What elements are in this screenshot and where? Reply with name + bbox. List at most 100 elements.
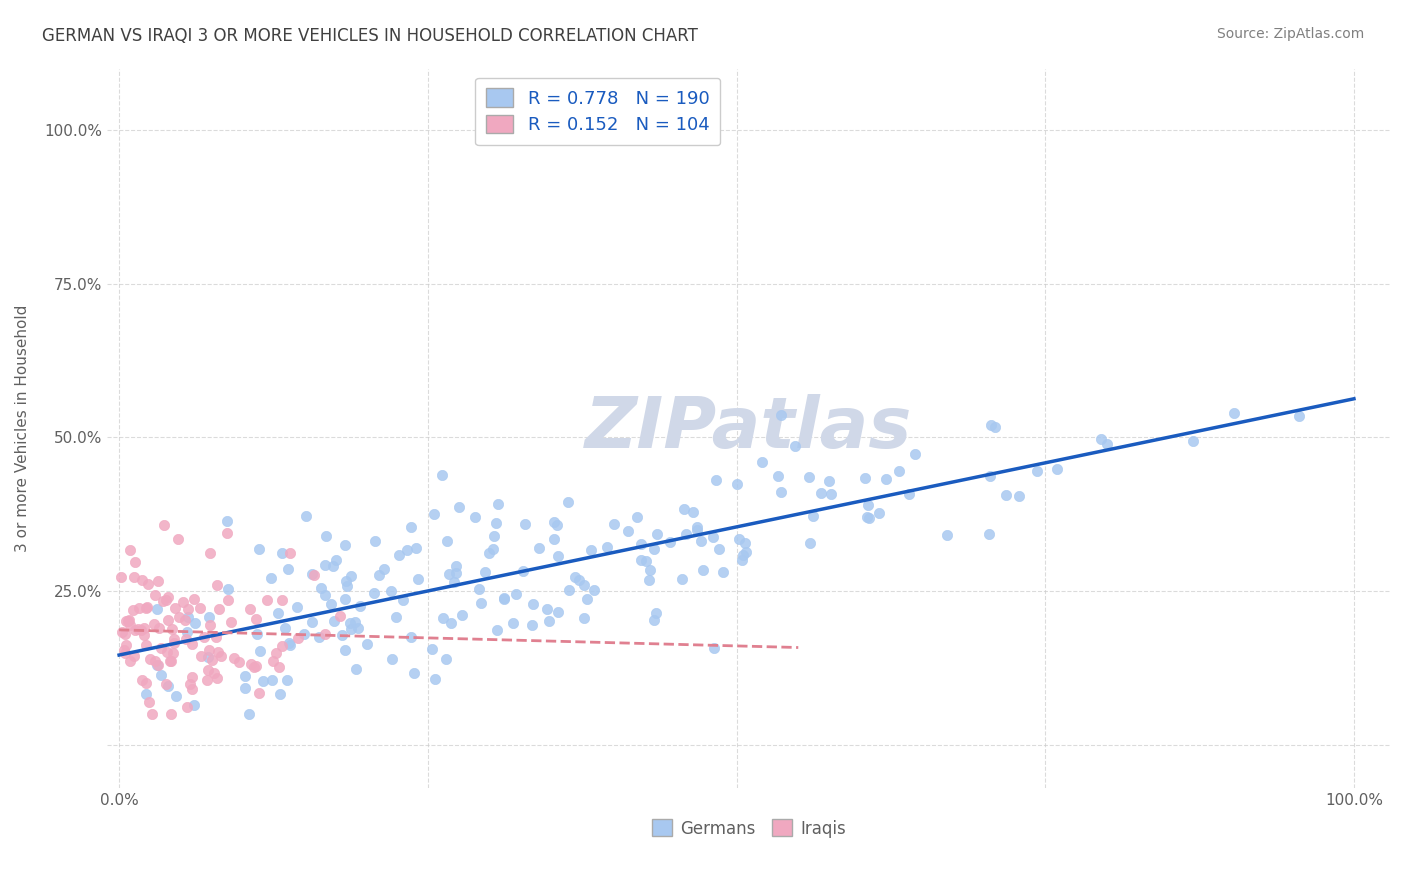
Point (239, 602, 262, 616)
Point (434, 652, 457, 666)
Point (707, 541, 730, 556)
Point (262, 673, 284, 687)
Point (810, 486, 832, 500)
Point (277, 562, 299, 576)
Point (423, 508, 446, 522)
Point (449, 500, 471, 514)
Point (200, 618, 222, 632)
Point (346, 621, 368, 635)
Point (280, 638, 302, 652)
Point (420, 641, 443, 656)
Point (135, 638, 157, 652)
Point (979, 468, 1001, 483)
Point (339, 615, 361, 630)
Point (329, 609, 352, 624)
Point (301, 615, 323, 629)
Point (356, 637, 378, 651)
Point (659, 534, 682, 549)
Point (127, 622, 149, 636)
Point (135, 675, 157, 690)
Point (110, 570, 132, 584)
Point (217, 514, 239, 528)
Point (160, 622, 183, 636)
Point (980, 418, 1002, 433)
Point (197, 643, 219, 657)
Point (146, 602, 169, 616)
Point (132, 621, 155, 635)
Point (583, 583, 606, 598)
Point (735, 545, 758, 559)
Point (208, 601, 231, 615)
Point (770, 408, 793, 422)
Point (858, 511, 880, 525)
Point (801, 509, 824, 524)
Point (643, 613, 665, 627)
Point (399, 519, 422, 533)
Point (349, 599, 371, 614)
Point (165, 601, 187, 615)
Point (267, 606, 290, 620)
Point (485, 623, 508, 637)
Point (856, 498, 879, 512)
Point (634, 554, 657, 568)
Point (380, 584, 402, 599)
Point (174, 632, 197, 647)
Point (269, 687, 291, 701)
Point (172, 595, 194, 609)
Point (155, 676, 177, 690)
Point (492, 592, 515, 607)
Point (783, 439, 806, 453)
Point (322, 614, 344, 628)
Point (197, 663, 219, 677)
Point (209, 648, 232, 663)
Point (1223, 406, 1246, 420)
Point (385, 609, 408, 624)
Point (522, 618, 544, 632)
Point (512, 565, 534, 579)
Point (983, 420, 1005, 434)
Point (335, 642, 357, 657)
Point (339, 622, 361, 636)
Point (558, 583, 581, 598)
Point (117, 614, 139, 628)
Point (146, 658, 169, 673)
Point (685, 519, 707, 533)
Point (131, 623, 153, 637)
Point (292, 627, 315, 641)
Point (190, 601, 212, 615)
Point (249, 644, 271, 658)
Point (165, 689, 187, 703)
Point (141, 707, 163, 722)
Point (702, 530, 724, 544)
Point (180, 682, 202, 697)
Text: Source: ZipAtlas.com: Source: ZipAtlas.com (1216, 27, 1364, 41)
Point (733, 548, 755, 562)
Point (135, 687, 157, 701)
Point (277, 636, 299, 650)
Point (335, 574, 357, 588)
Point (818, 474, 841, 488)
Point (128, 601, 150, 615)
Point (200, 546, 222, 560)
Point (247, 685, 270, 699)
Point (936, 528, 959, 542)
Point (163, 632, 186, 646)
Point (444, 559, 467, 574)
Point (132, 628, 155, 642)
Point (1008, 489, 1031, 503)
Point (139, 651, 162, 665)
Point (330, 628, 353, 642)
Point (603, 516, 626, 531)
Point (124, 648, 146, 663)
Point (638, 563, 661, 577)
Point (243, 659, 266, 673)
Point (333, 538, 356, 552)
Point (124, 555, 146, 569)
Point (904, 447, 927, 461)
Point (1025, 464, 1047, 478)
Point (304, 568, 326, 582)
Point (163, 636, 186, 650)
Point (482, 541, 505, 556)
Point (156, 645, 179, 659)
Point (630, 552, 652, 566)
